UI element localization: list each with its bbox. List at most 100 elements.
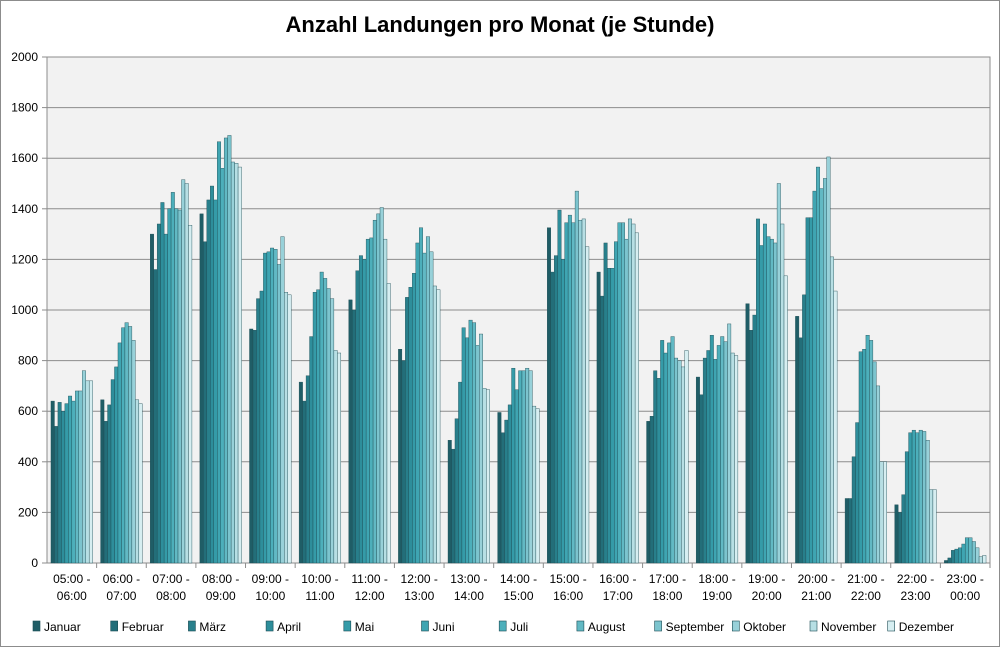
bar-dezember <box>783 275 788 564</box>
bar-juni <box>564 222 569 564</box>
bar-august <box>621 222 625 564</box>
bar-august <box>174 208 179 564</box>
bar-april <box>358 255 363 564</box>
x-tick-label: 14:00 - <box>500 572 537 586</box>
x-tick-label: 17:00 <box>603 589 633 603</box>
bar-juli <box>319 271 324 564</box>
bar-oktober <box>131 340 136 564</box>
bar-april <box>805 217 810 564</box>
bar-januar <box>150 233 154 564</box>
bar-oktober <box>627 218 632 564</box>
bar-juli <box>220 168 225 564</box>
bar-november <box>432 285 437 564</box>
x-tick-label: 22:00 <box>851 589 881 603</box>
bar-november <box>978 556 983 564</box>
legend-swatch-september <box>654 620 662 632</box>
y-tick-label: 600 <box>18 404 38 418</box>
bar-märz <box>305 375 310 564</box>
bar-februar <box>54 426 59 564</box>
bar-november <box>482 388 487 564</box>
bar-juli <box>518 370 523 564</box>
bar-august <box>472 322 477 564</box>
bar-mai <box>610 268 615 564</box>
bar-juli <box>865 335 870 564</box>
bar-februar <box>798 337 803 564</box>
bar-juni <box>316 289 321 564</box>
bar-august <box>769 238 774 564</box>
bar-märz <box>405 297 410 564</box>
legend-label-september: September <box>666 620 725 634</box>
bar-januar <box>199 213 204 564</box>
bar-september <box>773 242 778 564</box>
legend-swatch-märz <box>188 620 196 632</box>
bar-november <box>135 399 140 564</box>
bar-oktober <box>876 385 881 564</box>
y-tick-label: 1400 <box>11 202 38 216</box>
x-tick-label: 08:00 - <box>202 572 239 586</box>
bar-oktober <box>727 323 732 564</box>
chart-title: Anzahl Landungen pro Monat (je Stunde) <box>285 12 715 37</box>
bar-märz <box>653 370 658 564</box>
bar-mai <box>511 367 516 564</box>
bar-januar <box>695 376 700 564</box>
bar-november <box>85 380 90 564</box>
bar-februar <box>947 557 952 564</box>
bar-juli <box>419 227 423 564</box>
bar-juni <box>663 352 668 564</box>
bar-november <box>383 238 388 564</box>
bar-mai <box>461 327 466 564</box>
legend-swatch-november <box>809 620 818 632</box>
bar-dezember <box>486 389 490 564</box>
legend-swatch-dezember <box>887 620 896 632</box>
bar-august <box>124 322 129 564</box>
bar-august <box>75 390 79 564</box>
bar-august <box>571 222 576 564</box>
bar-dezember <box>386 283 391 564</box>
bar-september <box>574 190 579 564</box>
bar-märz <box>256 298 261 564</box>
bar-juli <box>667 342 672 564</box>
x-tick-label: 12:00 <box>355 589 385 603</box>
bar-april <box>309 336 314 564</box>
bar-juli <box>915 432 920 564</box>
legend-label-oktober: Oktober <box>743 620 786 634</box>
bar-märz <box>901 494 906 564</box>
bar-märz <box>603 242 608 564</box>
bar-januar <box>894 504 899 564</box>
y-tick-label: 800 <box>18 354 38 368</box>
legend-label-märz: März <box>199 620 226 634</box>
bar-september <box>376 213 381 564</box>
bar-juli <box>369 237 374 564</box>
bar-oktober <box>975 547 980 564</box>
bar-juni <box>415 242 420 564</box>
bar-november <box>929 489 934 564</box>
x-tick-label: 17:00 - <box>649 572 686 586</box>
bar-mai <box>809 217 814 564</box>
bar-november <box>333 350 338 564</box>
bar-november <box>879 461 884 564</box>
bar-juni <box>167 208 172 564</box>
bar-juli <box>170 192 175 564</box>
bar-märz <box>57 402 62 564</box>
legend-swatch-februar <box>110 620 118 632</box>
y-tick-label: 400 <box>18 455 38 469</box>
bar-oktober <box>82 370 86 564</box>
bar-september <box>326 288 331 564</box>
bar-september <box>78 390 83 564</box>
bar-september <box>425 236 430 564</box>
bar-februar <box>550 271 555 564</box>
bar-mai <box>412 273 416 564</box>
bar-november <box>234 163 239 564</box>
x-tick-label: 13:00 <box>404 589 434 603</box>
bar-november <box>780 223 785 564</box>
legend-label-februar: Februar <box>122 620 164 634</box>
bar-april <box>706 350 711 564</box>
bar-märz <box>802 294 807 564</box>
bar-april <box>160 202 165 564</box>
bar-juni <box>614 241 618 564</box>
legend-swatch-mai <box>343 620 352 632</box>
bar-september <box>227 135 232 564</box>
bar-mai <box>64 403 69 564</box>
bar-juli <box>71 400 76 564</box>
bar-juni <box>762 223 767 564</box>
